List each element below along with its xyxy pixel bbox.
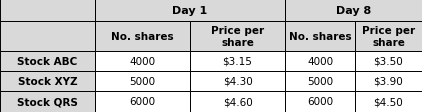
Bar bbox=[285, 22, 355, 52]
Text: 5000: 5000 bbox=[130, 76, 156, 86]
Text: 4000: 4000 bbox=[130, 56, 156, 66]
Text: $3.90: $3.90 bbox=[373, 76, 403, 86]
Text: No. shares: No. shares bbox=[111, 32, 174, 42]
Text: No. shares: No. shares bbox=[289, 32, 351, 42]
Text: 5000: 5000 bbox=[307, 76, 333, 86]
Text: Stock ABC: Stock ABC bbox=[17, 56, 78, 66]
Text: 6000: 6000 bbox=[307, 97, 333, 107]
Text: Price per
share: Price per share bbox=[362, 26, 415, 47]
Bar bbox=[190, 22, 285, 52]
Text: 4000: 4000 bbox=[307, 56, 333, 66]
Bar bbox=[190, 91, 285, 112]
Bar bbox=[355, 91, 422, 112]
Text: $4.60: $4.60 bbox=[223, 97, 252, 107]
Bar bbox=[285, 0, 422, 22]
Bar bbox=[285, 71, 355, 91]
Bar bbox=[0, 91, 95, 112]
Bar bbox=[0, 52, 95, 71]
Bar bbox=[285, 91, 355, 112]
Text: $4.30: $4.30 bbox=[223, 76, 252, 86]
Bar bbox=[190, 71, 285, 91]
Text: Stock XYZ: Stock XYZ bbox=[18, 76, 77, 86]
Text: Price per
share: Price per share bbox=[211, 26, 264, 47]
Bar bbox=[0, 22, 95, 52]
Bar bbox=[355, 52, 422, 71]
Text: Stock QRS: Stock QRS bbox=[17, 97, 78, 107]
Bar bbox=[95, 0, 285, 22]
Bar bbox=[285, 52, 355, 71]
Bar bbox=[0, 0, 95, 22]
Bar bbox=[355, 22, 422, 52]
Bar bbox=[95, 91, 190, 112]
Text: Day 8: Day 8 bbox=[336, 6, 371, 16]
Bar bbox=[95, 71, 190, 91]
Bar bbox=[0, 71, 95, 91]
Bar bbox=[95, 52, 190, 71]
Text: Day 1: Day 1 bbox=[172, 6, 208, 16]
Text: $3.15: $3.15 bbox=[222, 56, 252, 66]
Text: 6000: 6000 bbox=[130, 97, 156, 107]
Text: $4.50: $4.50 bbox=[373, 97, 403, 107]
Bar bbox=[95, 22, 190, 52]
Text: $3.50: $3.50 bbox=[373, 56, 403, 66]
Bar bbox=[190, 52, 285, 71]
Bar bbox=[355, 71, 422, 91]
